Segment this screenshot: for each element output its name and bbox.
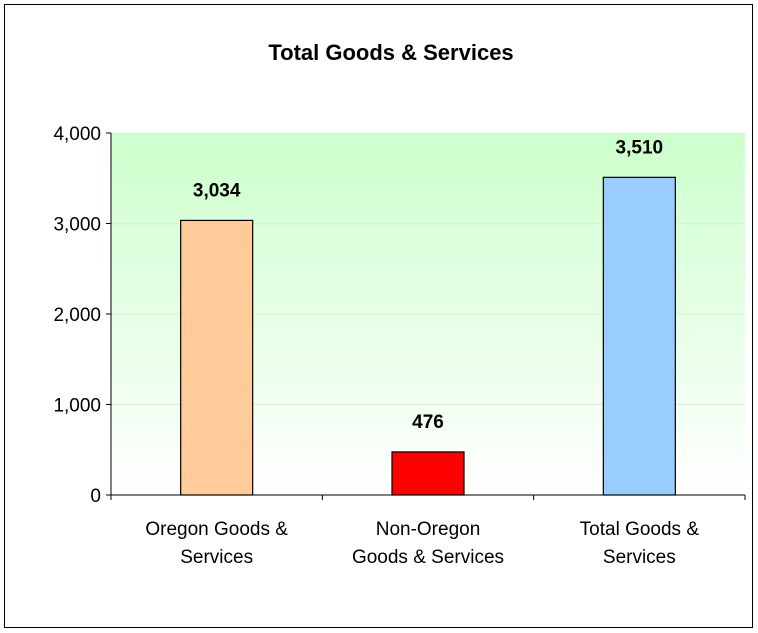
chart-area: Total Goods & Services 0 1,000 2,000 3,000 4…	[4, 4, 753, 628]
category-label: Oregon Goods & Services	[145, 519, 288, 568]
bar	[180, 219, 254, 496]
chart-svg: Total Goods & Services 0 1,000 2,000 3,000 4…	[53, 40, 746, 568]
y-tick-label: 2,000	[53, 305, 101, 326]
bar	[391, 451, 465, 496]
y-tick-label: 1,000	[53, 396, 101, 417]
data-label: 3,510	[616, 137, 664, 158]
labels: 0 1,000 2,000 3,000 4,000 3,034 Oregon Goods &…	[53, 124, 699, 568]
category-label-line: Total Goods &	[580, 519, 700, 540]
category-label-line: Goods & Services	[352, 547, 504, 568]
category-label: Total Goods & Services	[580, 519, 700, 568]
data-label: 476	[412, 412, 444, 433]
category-label-line: Oregon Goods &	[145, 519, 288, 540]
y-tick-label: 3,000	[53, 215, 101, 236]
category-label: Non-Oregon Goods & Services	[352, 519, 504, 568]
category-label-line: Non-Oregon	[376, 519, 481, 540]
axes	[106, 132, 746, 500]
y-tick-label: 4,000	[53, 124, 101, 145]
data-label: 3,034	[193, 180, 241, 201]
y-tick-label: 0	[90, 486, 101, 507]
category-label-line: Services	[180, 547, 253, 568]
category-label-line: Services	[603, 547, 676, 568]
bar	[602, 176, 676, 496]
chart-title: Total Goods & Services	[268, 40, 513, 65]
